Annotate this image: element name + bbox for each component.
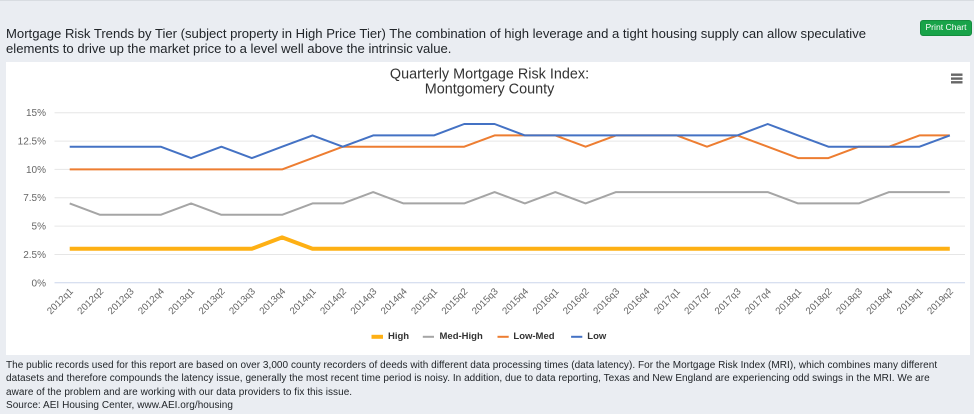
svg-text:12.5%: 12.5% <box>18 136 46 147</box>
svg-text:Quarterly Mortgage Risk Index:: Quarterly Mortgage Risk Index: <box>390 66 589 82</box>
svg-text:0%: 0% <box>32 278 47 289</box>
svg-text:2018q3: 2018q3 <box>834 286 865 317</box>
svg-text:2016q4: 2016q4 <box>622 285 653 316</box>
svg-text:2013q3: 2013q3 <box>227 286 258 317</box>
svg-text:15%: 15% <box>26 108 46 119</box>
svg-text:High: High <box>388 331 409 342</box>
svg-text:2017q2: 2017q2 <box>682 286 713 317</box>
svg-text:Low-Med: Low-Med <box>513 331 554 342</box>
svg-text:2015q2: 2015q2 <box>440 286 471 317</box>
svg-text:2013q4: 2013q4 <box>258 285 289 316</box>
svg-text:2.5%: 2.5% <box>23 250 46 261</box>
svg-text:2016q1: 2016q1 <box>531 286 562 317</box>
svg-text:2013q1: 2013q1 <box>167 286 198 317</box>
svg-text:7.5%: 7.5% <box>23 193 46 204</box>
svg-text:2014q4: 2014q4 <box>379 285 410 316</box>
svg-text:10%: 10% <box>26 164 46 175</box>
svg-text:2015q4: 2015q4 <box>500 285 531 316</box>
svg-text:2013q2: 2013q2 <box>197 286 228 317</box>
svg-text:2015q3: 2015q3 <box>470 286 501 317</box>
svg-text:2014q3: 2014q3 <box>349 286 380 317</box>
svg-text:2016q3: 2016q3 <box>591 286 622 317</box>
svg-text:Low: Low <box>587 331 607 342</box>
svg-text:Med-High: Med-High <box>440 331 483 342</box>
svg-text:2014q2: 2014q2 <box>318 286 349 317</box>
svg-text:2014q1: 2014q1 <box>288 286 319 317</box>
svg-text:2018q1: 2018q1 <box>774 286 805 317</box>
svg-text:2017q1: 2017q1 <box>652 286 683 317</box>
svg-text:2019q2: 2019q2 <box>925 286 956 317</box>
svg-text:2019q1: 2019q1 <box>895 286 926 317</box>
svg-text:5%: 5% <box>32 221 47 232</box>
svg-text:Montgomery County: Montgomery County <box>425 81 555 97</box>
svg-text:2018q2: 2018q2 <box>804 286 835 317</box>
svg-text:2017q3: 2017q3 <box>713 286 744 317</box>
svg-text:2012q1: 2012q1 <box>45 286 76 317</box>
svg-text:2016q2: 2016q2 <box>561 286 592 317</box>
svg-text:2018q4: 2018q4 <box>865 285 896 316</box>
svg-text:2015q1: 2015q1 <box>409 286 440 317</box>
svg-text:2012q3: 2012q3 <box>106 286 137 317</box>
svg-text:2017q4: 2017q4 <box>743 285 774 316</box>
svg-text:2012q4: 2012q4 <box>136 285 167 316</box>
svg-text:2012q2: 2012q2 <box>75 286 106 317</box>
